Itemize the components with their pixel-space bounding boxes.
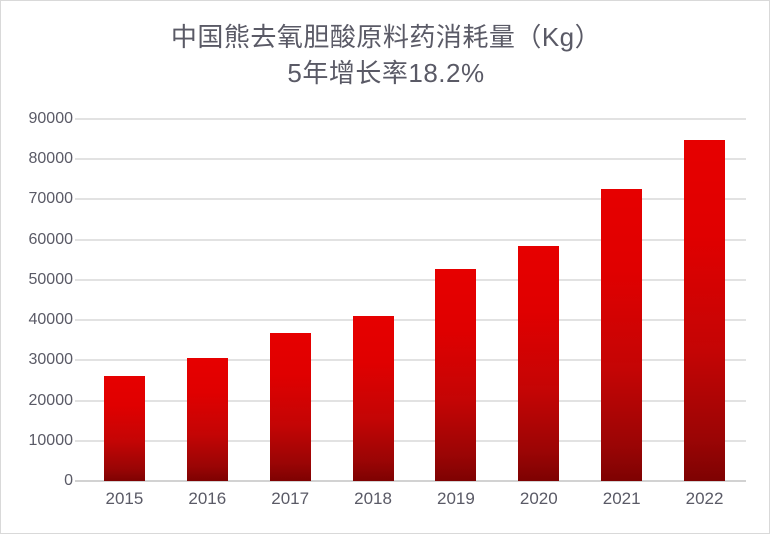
bar[interactable]	[269, 333, 311, 481]
gridline	[83, 278, 746, 281]
y-axis-tick	[75, 480, 83, 482]
y-axis-tick	[75, 359, 83, 362]
x-axis-label: 2021	[602, 489, 641, 508]
bar[interactable]	[601, 189, 643, 481]
y-axis-label: 0	[64, 472, 73, 489]
y-axis-tick	[75, 278, 83, 281]
x-axis-labels: 2015 2016 2017 2018 2019 2020 2021 2022	[83, 489, 746, 519]
y-axis-label: 20000	[28, 391, 74, 409]
y-axis-tick	[75, 198, 83, 201]
bar[interactable]	[518, 246, 560, 481]
bar[interactable]	[103, 376, 145, 481]
y-axis-tick	[75, 399, 83, 402]
chart-title-subtitle: 5年增长率18.2%	[287, 58, 485, 88]
gridline	[83, 439, 746, 442]
chart-title: 中国熊去氧胆酸原料药消耗量（Kg） 5年增长率18.2%	[1, 19, 769, 91]
x-axis-label: 2022	[685, 489, 724, 508]
gridline	[83, 399, 746, 402]
y-axis-label: 80000	[28, 150, 74, 168]
chart-title-main: 中国熊去氧胆酸原料药消耗量（Kg）	[170, 22, 602, 52]
y-axis-tick	[75, 439, 83, 442]
x-axis-label: 2015	[105, 489, 144, 508]
y-axis-label: 30000	[28, 351, 74, 369]
plot-area	[75, 118, 746, 482]
bar[interactable]	[186, 357, 228, 481]
y-axis-label: 40000	[28, 311, 74, 329]
y-axis-labels: 90000 80000 70000 60000 50000 40000 30000 20000…	[1, 111, 74, 489]
bar[interactable]	[684, 139, 726, 481]
x-axis-label: 2019	[437, 489, 475, 508]
y-axis-label: 60000	[28, 230, 74, 248]
x-axis-label: 2017	[271, 489, 310, 508]
gridline	[83, 238, 746, 241]
gridline	[83, 319, 746, 322]
gridline	[83, 359, 746, 362]
gridline	[83, 118, 746, 120]
y-axis-tick	[75, 158, 83, 161]
y-axis-label: 10000	[28, 431, 74, 449]
axis-baseline	[83, 480, 746, 482]
y-axis-label: 90000	[28, 110, 74, 127]
y-axis-label: 50000	[28, 270, 74, 288]
bar[interactable]	[352, 315, 394, 481]
x-axis-label: 2020	[519, 489, 558, 508]
y-axis-label: 70000	[28, 190, 74, 208]
y-axis-tick	[75, 238, 83, 241]
x-axis-label: 2016	[188, 489, 227, 508]
bar[interactable]	[435, 269, 477, 481]
y-axis-tick	[75, 118, 83, 120]
x-axis-label: 2018	[354, 489, 392, 508]
gridline	[83, 158, 746, 161]
gridline	[83, 198, 746, 201]
y-axis-tick	[75, 319, 83, 322]
